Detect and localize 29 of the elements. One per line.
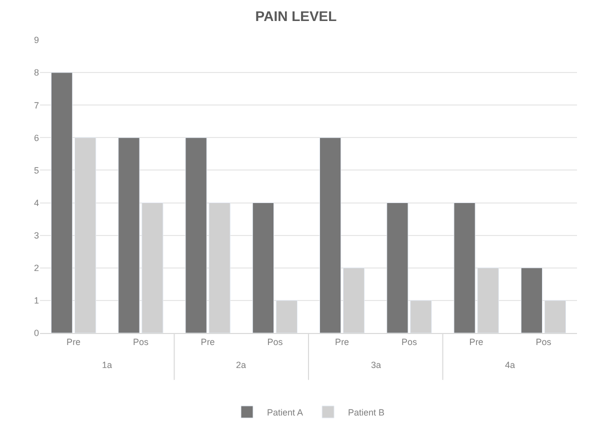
- text: 1a: [102, 360, 112, 370]
- bar: [319, 137, 342, 333]
- y-tick-label: 6: [34, 132, 39, 143]
- y-tick-label: 3: [34, 230, 39, 240]
- text: 4a: [505, 360, 516, 370]
- text: 2a: [236, 360, 246, 370]
- chart-title: PAIN LEVEL: [255, 8, 338, 24]
- x-tick-label: Pos: [536, 336, 552, 347]
- x-tick-label: Pos: [132, 336, 149, 347]
- y-tick-label: 9: [34, 35, 39, 46]
- bar: [50, 72, 73, 333]
- x-tick-label: Pre: [469, 336, 484, 347]
- x-tick-label: Pos: [401, 336, 418, 347]
- y-tick-label: 5: [34, 165, 39, 176]
- x-tick-label: Pre: [200, 336, 215, 347]
- y-tick-label: 2: [34, 263, 39, 274]
- y-tick-label: 0: [34, 328, 39, 338]
- bar: [252, 202, 274, 333]
- x-tick-label: Pre: [335, 336, 350, 347]
- text: 3a: [371, 360, 382, 370]
- y-tick-label: 1: [34, 296, 39, 306]
- y-tick-label: 7: [34, 100, 39, 110]
- bar: [520, 268, 543, 333]
- x-tick-label: Pos: [267, 336, 284, 347]
- legend-label: Patient B: [348, 407, 385, 418]
- legend-label: Patient A: [267, 407, 304, 418]
- x-tick-label: Pre: [66, 336, 81, 347]
- y-tick-label: 8: [34, 68, 39, 78]
- y-tick-label: 4: [34, 198, 39, 208]
